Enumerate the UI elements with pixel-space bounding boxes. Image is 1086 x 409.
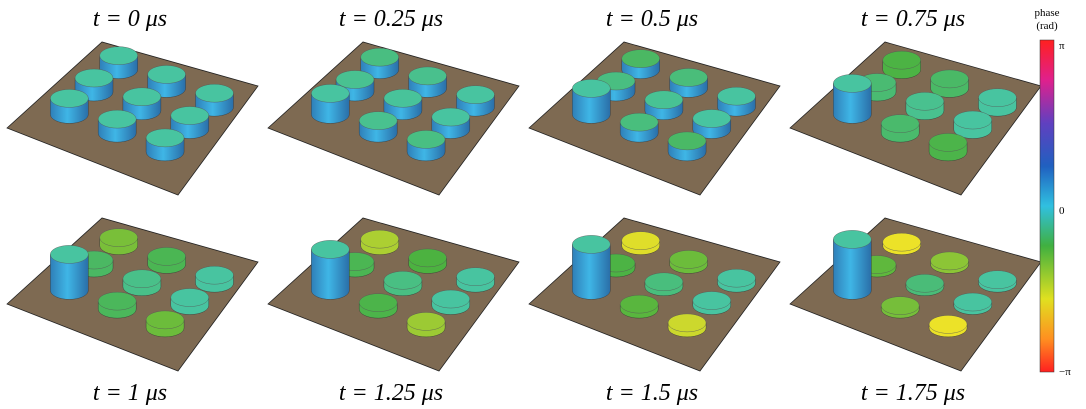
panel: t = 0.5 μs [528,6,781,196]
panel-label: t = 0.75 μs [861,6,965,32]
pillar-top [311,84,350,103]
pillar-top [692,291,731,310]
pillar-side [833,239,872,300]
pillar-top [383,89,423,108]
colorbar-tick: π [1059,40,1065,52]
pillar-top [147,247,186,266]
panel: t = 0 μs [6,6,259,196]
panel-label: t = 1 μs [93,380,167,406]
pillar-top [99,46,138,65]
panel: t = 1.25 μs [267,217,520,406]
pillar-top [978,270,1017,289]
pillar-top [717,268,756,288]
pillar-top [406,312,446,331]
pillar-side [572,244,611,300]
panel: t = 0.75 μs [789,6,1042,196]
pillar-top [97,109,137,129]
pillar-top [953,292,992,312]
pillar-top [431,107,470,127]
pillar-top [644,272,684,291]
pillar-top [833,230,872,249]
pillar-top [359,111,398,130]
pillar-side [572,88,611,124]
pillar-top [692,109,731,128]
pillar-top [928,133,968,152]
pillar-top [383,271,423,290]
colorbar-title: (rad) [1036,20,1058,32]
pillar-top [833,74,872,93]
pillar-top [360,229,399,249]
pillar-top [456,85,495,104]
pillar-top [930,69,969,89]
pillar-top [99,228,138,247]
panel-label: t = 1.25 μs [339,380,443,406]
colorbar-tick: −π [1059,366,1071,378]
pillar-top [122,87,162,106]
panel-label: t = 0.25 μs [339,6,443,32]
pillar-top [621,49,660,68]
pillar-top [572,235,611,254]
pillar-top [620,112,659,132]
colorbar-tick: 0 [1059,205,1065,217]
pillar-top [195,265,234,285]
pillar-top [930,251,969,271]
panel-label: t = 1.75 μs [861,380,965,406]
pillar-top [905,92,945,111]
pillar-top [717,86,756,106]
pillar-top [170,106,209,125]
panel-label: t = 0.5 μs [606,6,698,32]
panel: t = 1.5 μs [528,217,781,406]
pillar-top [50,245,89,264]
pillar-top [953,110,992,130]
pillar-top [667,313,707,333]
pillar-top [170,288,209,307]
panels: t = 0 μs t = 0.25 μs t = 0.5 μs t = 0.75 μs… [6,6,1042,406]
panel: t = 0.25 μs [267,6,520,196]
pillar-top [97,291,137,311]
pillar-top [431,289,470,309]
pillar-top [408,66,447,86]
pillar-top [195,83,234,103]
pillar-top [881,296,920,315]
colorbar-title: phase [1034,7,1059,19]
pillar-top [669,250,708,269]
pillar-top [335,70,375,89]
pillar-side [311,249,350,300]
pillar-top [667,131,707,151]
pillar-top [620,294,659,314]
pillar-top [928,315,968,334]
pillar-top [882,50,921,70]
pillar-top [882,232,921,252]
colorbar-scale [1039,39,1055,373]
pillar-top [669,68,708,87]
pillar-top [978,88,1017,107]
pillar-side [833,83,872,124]
colorbar: phase (rad) π 0 −π [1034,7,1071,378]
panel-label: t = 1.5 μs [606,380,698,406]
pillar-top [311,240,350,259]
pillar-top [50,89,89,108]
pillar-top [456,267,495,286]
pillar-side [50,254,89,300]
pillar-top [406,130,446,149]
pillar-top [145,128,185,148]
panel: t = 1.75 μs [789,217,1042,406]
pillar-top [360,47,399,67]
pillar-top [122,269,162,288]
pillar-top [572,79,611,98]
pillar-top [905,274,945,293]
panel: t = 1 μs [6,217,259,406]
pillar-top [74,68,114,88]
pillar-top [621,231,660,250]
pillar-top [408,248,447,268]
pillar-top [359,293,398,312]
panel-label: t = 0 μs [93,6,167,32]
pillar-top [145,310,185,330]
pillar-top [881,114,920,133]
pillar-top [147,65,186,84]
pillar-top [644,90,684,109]
